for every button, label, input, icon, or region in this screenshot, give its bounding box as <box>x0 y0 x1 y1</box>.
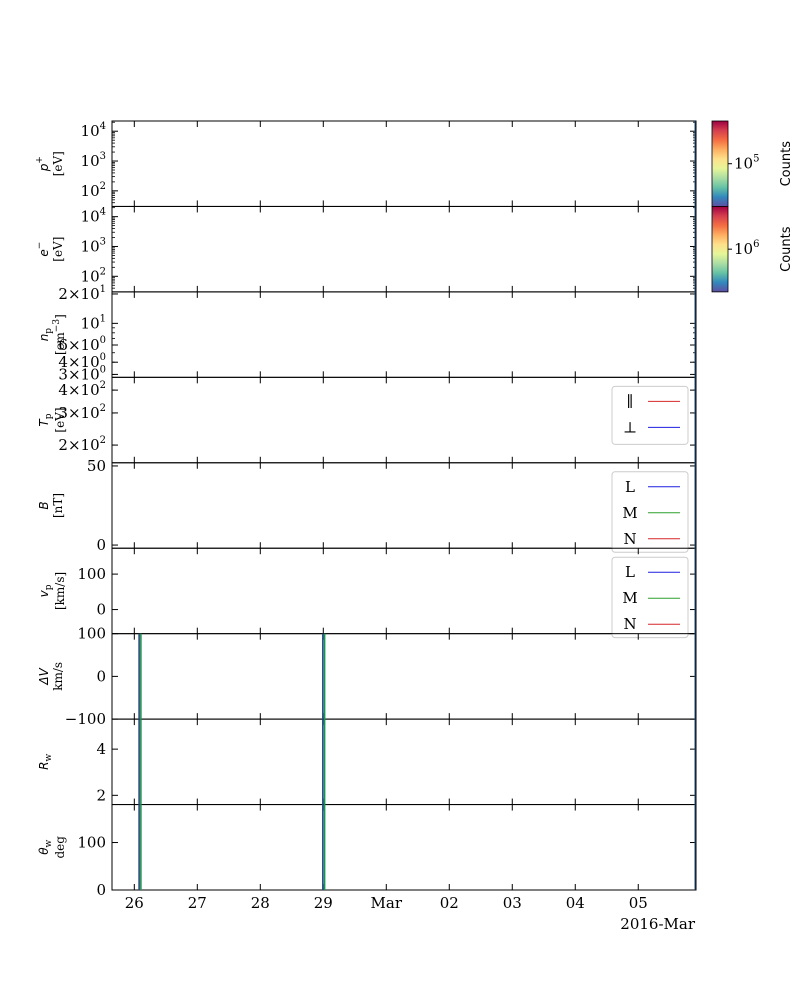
panel-frame <box>111 633 697 720</box>
y-tick-label: 101 <box>81 313 106 332</box>
panel-frame <box>111 547 697 635</box>
y-tick-label: 103 <box>81 236 106 255</box>
panel-frame <box>111 462 697 549</box>
y-tick-label: 100 <box>77 834 106 852</box>
x-tick-label: Mar <box>371 894 403 912</box>
panel-frame <box>111 291 697 378</box>
panel-bfield: 0 50 B[nT] LMN <box>37 457 697 554</box>
colorbar-2: 106 Counts <box>711 206 794 293</box>
y-tick-label: 102 <box>81 181 106 200</box>
x-tick-label: 05 <box>629 894 648 912</box>
panel-deltav: −100 0 100 ΔVkm/s <box>37 625 697 728</box>
x-tick-label: 28 <box>251 894 270 912</box>
legend-velocity: LMN <box>611 556 689 639</box>
y-tick-label: 100 <box>77 625 106 643</box>
y-tick-label: 2 <box>96 786 106 804</box>
panel-frame <box>111 205 697 293</box>
y-tick-label: 0 <box>96 601 106 619</box>
y-tick-label: −100 <box>65 710 106 728</box>
colorbar-label: Counts <box>779 226 794 272</box>
y-tick-label: 4×100 <box>58 352 106 371</box>
x-tick-label: 02 <box>440 894 459 912</box>
x-axis-date-label: 2016-Mar <box>620 915 696 933</box>
x-tick-label: 03 <box>503 894 522 912</box>
y-axis-label: e− [eV] <box>35 237 65 262</box>
y-tick-label: 6×100 <box>58 335 106 354</box>
y-axis-label: vp[km/s] <box>37 572 67 610</box>
event-markers-deltav <box>138 633 326 720</box>
y-tick-label: 3×102 <box>58 403 106 422</box>
y-tick-label: 103 <box>81 151 106 170</box>
legend-label: ⊥ <box>623 418 637 436</box>
panel-thetaw: 0 100 θwdeg <box>37 804 697 899</box>
y-tick-label: 2×101 <box>58 284 106 303</box>
panel-electron: 102 103 104 e− [eV] <box>35 205 697 293</box>
colorbar-gradient <box>711 206 729 293</box>
x-tick-label: 26 <box>125 894 144 912</box>
y-axis-label: p+ [eV] <box>35 151 65 176</box>
y-tick-label: 100 <box>77 565 106 583</box>
legend-label: M <box>622 589 637 607</box>
legend-box <box>611 471 689 553</box>
panels: 102 103 104 p+ [eV] 102 103 104 e− [eV] 3×1004×100… <box>35 120 697 899</box>
event-markers-rw <box>138 719 326 805</box>
colorbar-gradient <box>711 120 729 207</box>
colorbar-tick-label: 106 <box>734 239 759 258</box>
colorbar-tick-label: 105 <box>734 154 759 173</box>
legend-label: M <box>622 504 637 522</box>
colorbar-1: 105 Counts <box>711 120 794 207</box>
y-axis-label: Tp[eV] <box>37 407 67 432</box>
legend-temperature: ∥⊥ <box>611 385 689 445</box>
y-axis-label: θwdeg <box>37 836 67 859</box>
y-tick-label: 50 <box>87 457 106 475</box>
y-axis-label: Rw <box>37 754 54 770</box>
legend-label: ∥ <box>627 392 634 410</box>
y-tick-label: 0 <box>96 881 106 899</box>
y-tick-label: 104 <box>81 207 106 226</box>
y-tick-label: 4×102 <box>58 380 106 399</box>
y-axis-label: ΔVkm/s <box>37 662 65 691</box>
y-tick-label: 102 <box>81 266 106 285</box>
legend-label: L <box>625 563 635 581</box>
x-tick-label: 29 <box>314 894 333 912</box>
y-axis-label: np[cm−3] <box>37 314 67 355</box>
y-tick-label: 2×102 <box>58 435 106 454</box>
event-markers-thetaw <box>138 804 326 890</box>
x-tick-label: 04 <box>566 894 585 912</box>
legend-label: N <box>623 615 636 633</box>
x-axis: 2016-Mar 26 27 28 29 Mar 02 03 04 05 <box>125 894 696 933</box>
panel-frame <box>111 804 697 891</box>
y-tick-label: 104 <box>81 121 106 140</box>
y-axis-label: B[nT] <box>37 493 65 518</box>
panel-velocity: 0 100 vp[km/s] LMN <box>37 547 697 639</box>
panel-proton: 102 103 104 p+ [eV] <box>35 120 697 207</box>
panel-rw: 2 4 Rw <box>37 718 697 806</box>
y-tick-label: 4 <box>96 740 106 758</box>
panel-frame <box>111 718 697 806</box>
legend-bfield: LMN <box>611 471 689 553</box>
y-tick-label: 0 <box>96 536 106 554</box>
y-tick-label: 0 <box>96 667 106 685</box>
x-tick-label: 27 <box>188 894 207 912</box>
legend-box <box>611 556 689 639</box>
panel-frame <box>111 120 697 207</box>
y-tick-label: 3×100 <box>58 364 106 383</box>
colorbars: 105 Counts 106 Counts <box>711 120 794 293</box>
legend-label: N <box>623 530 636 548</box>
panel-frame <box>111 376 697 464</box>
legend-label: L <box>625 478 635 496</box>
colorbar-label: Counts <box>779 141 794 187</box>
